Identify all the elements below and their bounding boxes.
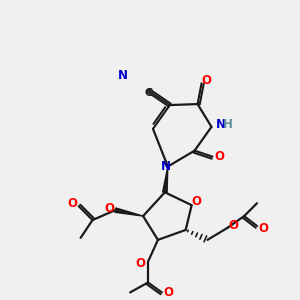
- Text: N: N: [118, 69, 128, 82]
- Text: O: O: [135, 257, 145, 270]
- Text: O: O: [214, 150, 224, 163]
- Text: O: O: [104, 202, 114, 214]
- Text: C: C: [145, 88, 153, 98]
- Text: N: N: [161, 160, 171, 173]
- Text: O: O: [164, 286, 174, 299]
- Text: O: O: [228, 220, 238, 232]
- Polygon shape: [163, 167, 168, 193]
- Text: H: H: [224, 118, 233, 131]
- Text: O: O: [258, 223, 268, 236]
- Text: N: N: [216, 118, 226, 131]
- Text: O: O: [68, 197, 78, 210]
- Text: O: O: [192, 195, 202, 208]
- Polygon shape: [115, 208, 143, 216]
- Text: O: O: [202, 74, 212, 87]
